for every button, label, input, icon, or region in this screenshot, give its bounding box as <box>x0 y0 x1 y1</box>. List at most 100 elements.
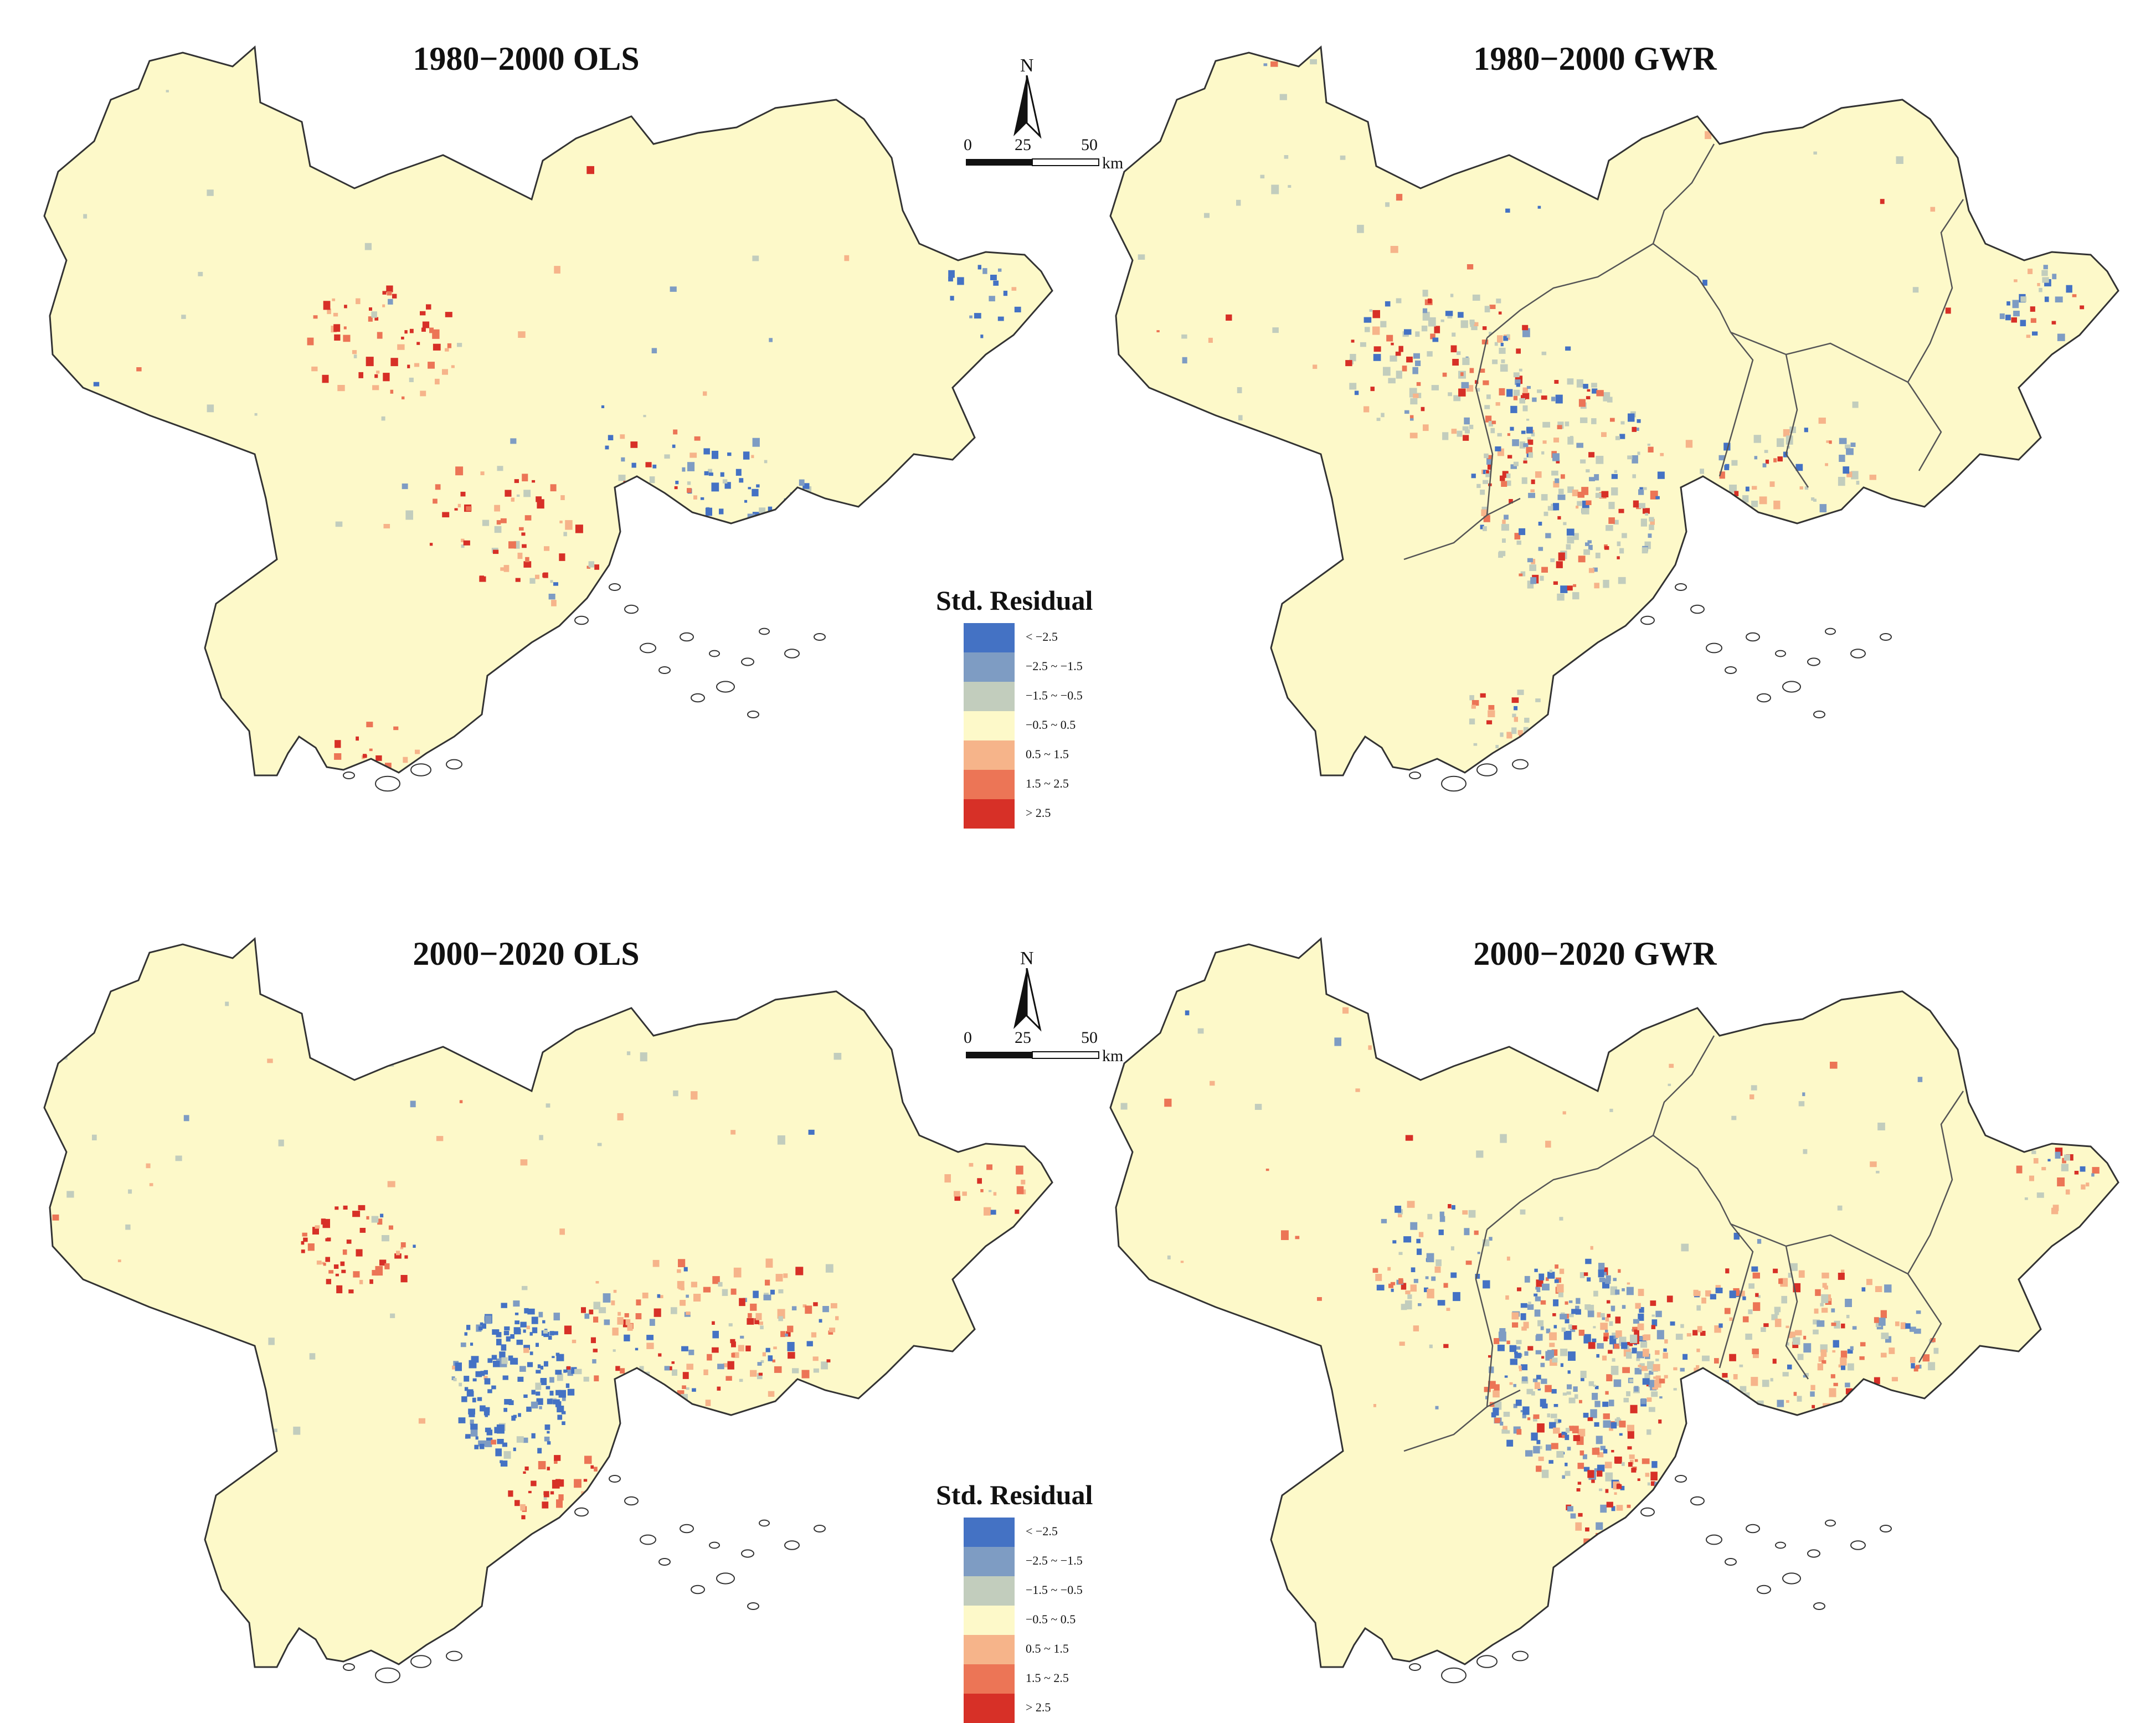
residual-cell <box>1514 1352 1521 1359</box>
legend-swatch <box>964 1694 1015 1723</box>
residual-cell <box>436 1136 444 1141</box>
admin-boundary <box>1718 1223 1754 1369</box>
residual-cell <box>1734 491 1739 496</box>
residual-cell <box>496 1358 500 1362</box>
residual-cell <box>1586 396 1591 399</box>
residual-cell <box>1650 1472 1658 1480</box>
residual-cell <box>1831 1308 1835 1313</box>
residual-cell <box>640 1052 647 1062</box>
residual-cell <box>1999 313 2005 320</box>
residual-cell <box>785 1333 788 1337</box>
residual-cell <box>1788 1273 1792 1278</box>
residual-cell <box>2030 306 2035 312</box>
residual-cell <box>1911 1363 1915 1369</box>
island <box>1813 1602 1825 1610</box>
residual-cell <box>1752 1348 1759 1355</box>
residual-cell <box>1648 1380 1655 1387</box>
residual-cell <box>1495 446 1501 451</box>
residual-cell <box>1521 1364 1528 1371</box>
residual-cell <box>730 1339 735 1344</box>
residual-cell <box>1259 1391 1264 1397</box>
residual-cell <box>501 1344 507 1351</box>
residual-cell <box>621 457 625 462</box>
legend-label: −2.5 ~ −1.5 <box>1026 1554 1083 1567</box>
residual-cell <box>1745 1333 1752 1340</box>
residual-cell <box>1697 1397 1701 1402</box>
residual-cell <box>1435 1259 1442 1267</box>
residual-cell <box>1486 720 1493 724</box>
residual-cell <box>2014 279 2018 282</box>
residual-cell <box>502 1375 508 1380</box>
residual-cell <box>1483 480 1489 484</box>
residual-cell <box>1457 430 1463 437</box>
residual-cell <box>574 1479 582 1488</box>
residual-cell <box>1432 337 1439 342</box>
residual-cell <box>705 1400 711 1406</box>
residual-cell <box>1480 368 1485 373</box>
residual-cell <box>435 378 440 385</box>
island <box>658 1558 671 1566</box>
residual-cell <box>1840 1350 1848 1359</box>
residual-cell <box>516 1436 524 1443</box>
residual-cell <box>1821 1308 1828 1313</box>
residual-cell <box>1522 387 1528 393</box>
residual-cell <box>459 1100 463 1103</box>
residual-cell <box>547 1467 550 1470</box>
residual-cell <box>2044 296 2049 302</box>
residual-cell <box>806 1341 813 1346</box>
residual-cell <box>739 1379 743 1382</box>
residual-cell <box>470 1429 478 1437</box>
residual-cell <box>522 474 528 482</box>
island <box>1441 1667 1467 1684</box>
residual-cell <box>1794 1330 1802 1336</box>
residual-cell <box>1579 1272 1585 1278</box>
residual-cell <box>1561 1432 1567 1437</box>
residual-cell <box>1531 1432 1538 1441</box>
residual-cell <box>457 343 462 347</box>
residual-cell <box>1554 1418 1560 1424</box>
legend-swatch <box>964 770 1015 799</box>
residual-cell <box>1372 326 1380 335</box>
residual-cell <box>1878 1318 1886 1326</box>
island <box>709 650 720 657</box>
residual-cell <box>608 435 614 440</box>
residual-cell <box>381 416 385 421</box>
region-fill <box>1110 939 2118 1667</box>
residual-cell <box>1751 501 1758 507</box>
residual-cell <box>1578 1513 1583 1517</box>
residual-cell <box>1660 452 1664 456</box>
residual-cell <box>1594 474 1599 481</box>
residual-cell <box>1416 393 1422 398</box>
residual-cell <box>1349 383 1357 390</box>
residual-cell <box>1694 1290 1701 1297</box>
residual-cell <box>712 450 719 459</box>
residual-cell <box>407 364 410 368</box>
residual-cell <box>335 521 343 527</box>
residual-cell <box>1546 1016 1551 1021</box>
residual-cell <box>1372 1268 1378 1273</box>
residual-cell <box>1578 399 1586 407</box>
island <box>1746 632 1760 642</box>
residual-cell <box>731 1352 735 1357</box>
residual-cell <box>1725 1268 1730 1274</box>
residual-cell <box>1553 1404 1558 1407</box>
residual-cell <box>400 1275 408 1283</box>
residual-cell <box>1502 471 1509 478</box>
residual-cell <box>1605 1330 1608 1333</box>
residual-cell <box>1598 1269 1604 1278</box>
island <box>1757 693 1771 703</box>
island <box>343 1663 355 1671</box>
residual-cell <box>1583 549 1590 555</box>
residual-cell <box>1558 552 1565 561</box>
residual-cell <box>544 1424 550 1430</box>
residual-cell <box>1490 428 1495 434</box>
residual-cell <box>325 1257 330 1262</box>
island <box>680 632 694 642</box>
residual-cell <box>1585 542 1590 546</box>
residual-cell <box>552 1479 560 1489</box>
residual-cell <box>1413 1279 1418 1283</box>
residual-cell <box>426 304 431 310</box>
residual-cell <box>557 1373 563 1381</box>
residual-cell <box>1826 440 1829 443</box>
residual-cell <box>1525 1450 1533 1457</box>
